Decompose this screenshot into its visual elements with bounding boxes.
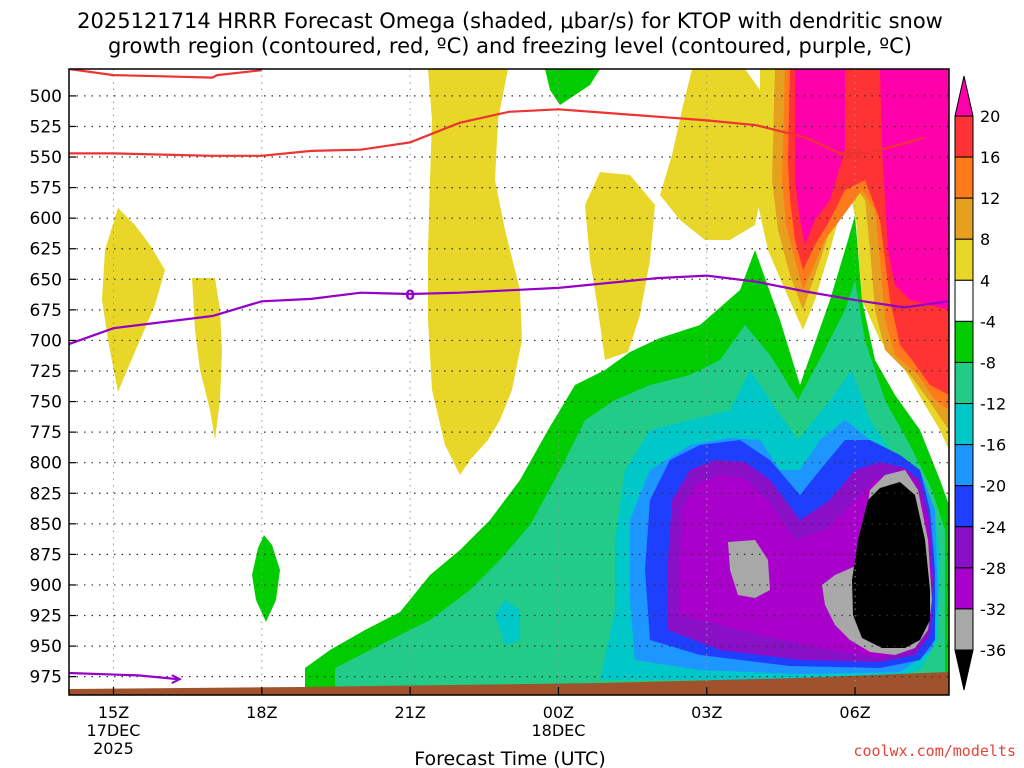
colorbar-bin xyxy=(954,279,974,322)
colorbar-bin xyxy=(954,485,974,528)
dgz-minus12-label: -12 xyxy=(837,146,862,162)
gridlines xyxy=(69,69,949,695)
y-tick-label: 900 xyxy=(30,576,62,596)
y-tick-label: 600 xyxy=(30,209,62,229)
colorbar-label: -4 xyxy=(980,312,996,331)
y-tick-label: 825 xyxy=(30,484,62,504)
x-axis-title: Forecast Time (UTC) xyxy=(414,748,605,768)
y-tick-label: 975 xyxy=(30,668,62,688)
colorbar-bin xyxy=(954,238,974,281)
omega-plus20-region-east xyxy=(880,69,949,310)
freezing-level-contour xyxy=(69,274,949,346)
contours: 0 -12 xyxy=(69,69,949,684)
colorbar-label: -8 xyxy=(980,353,996,372)
colorbar-label: -32 xyxy=(980,600,1006,619)
y-tick-label: 675 xyxy=(30,301,62,321)
freezing-level-label: 0 xyxy=(405,288,415,304)
omega-minus12-blob xyxy=(495,600,520,645)
colorbar-label: 4 xyxy=(980,271,990,290)
colorbar-bin xyxy=(954,403,974,446)
y-tick-label: 625 xyxy=(30,240,62,260)
y-tick-label: 775 xyxy=(30,423,62,443)
colorbar-label: 12 xyxy=(980,189,1000,208)
x-tick-label: 21Z xyxy=(394,703,425,722)
site-credit: coolwx.com/modelts xyxy=(853,742,1016,760)
colorbar-bin xyxy=(954,197,974,240)
x-tick-label: 18Z xyxy=(246,703,277,722)
colorbar-label: 16 xyxy=(980,148,1000,167)
y-tick-label: 575 xyxy=(30,179,62,199)
colorbar-label: -20 xyxy=(980,477,1006,496)
colorbar-label: 8 xyxy=(980,230,990,249)
x-tick-label: 03Z xyxy=(691,703,722,722)
colorbar-bin-top xyxy=(954,75,974,117)
colorbar-bin-bottom xyxy=(954,649,974,691)
y-tick-label: 725 xyxy=(30,362,62,382)
colorbar-label: -16 xyxy=(980,436,1006,455)
x-tick-label: 00Z xyxy=(543,703,574,722)
dgz-contour-top xyxy=(69,69,262,79)
y-tick-label: 925 xyxy=(30,607,62,627)
omega-plus4-blob-2330z xyxy=(585,172,655,360)
colorbar-label: -12 xyxy=(980,395,1006,414)
omega-plus4-blob-02z xyxy=(660,69,762,240)
freezing-level-low-contour xyxy=(69,671,178,681)
colorbar-label: -28 xyxy=(980,559,1006,578)
colorbar-bin xyxy=(954,608,974,651)
y-tick-label: 875 xyxy=(30,545,62,565)
colorbar-bin xyxy=(954,115,974,158)
colorbar-bin xyxy=(954,156,974,199)
dgz-minus12-contour xyxy=(69,108,925,157)
colorbar-bin xyxy=(954,320,974,363)
chart-title-line2: growth region (contoured, red, ºC) and f… xyxy=(108,34,912,58)
colorbar-bin xyxy=(954,361,974,405)
y-tick-label: 850 xyxy=(30,515,62,535)
colorbar: 20 16 12 8 4 -4 -8 -12 -16 -20 -24 -28 -32 -36 xyxy=(954,75,1006,691)
omega-plus4-plume-21z xyxy=(428,69,522,475)
chart-title-line1: 2025121714 HRRR Forecast Omega (shaded, … xyxy=(77,9,943,33)
colorbar-label: -36 xyxy=(980,641,1006,660)
colorbar-label: -24 xyxy=(980,518,1006,537)
y-tick-label: 700 xyxy=(30,331,62,351)
freezing-level-arrowhead xyxy=(171,674,183,684)
x-date-label: 18DEC xyxy=(531,721,585,740)
colorbar-bin xyxy=(954,567,974,610)
colorbar-label: 20 xyxy=(980,107,1000,126)
colorbar-bin xyxy=(954,444,974,487)
y-tick-label: 500 xyxy=(30,87,62,107)
omega-plus4-strip-15z xyxy=(102,208,165,392)
x-date-label: 17DEC xyxy=(87,721,141,740)
y-axis: 500 525 550 575 600 625 650 675 700 725 750 775 800 8… xyxy=(30,87,76,688)
y-tick-label: 750 xyxy=(30,393,62,413)
terrain-ground xyxy=(69,672,949,695)
x-tick-label: 15Z xyxy=(98,703,129,722)
colorbar-bin xyxy=(954,526,974,569)
y-tick-label: 800 xyxy=(30,454,62,474)
plot-area: 0 -12 xyxy=(69,69,949,695)
x-year-label: 2025 xyxy=(93,739,134,758)
x-tick-label: 06Z xyxy=(839,703,870,722)
y-tick-label: 950 xyxy=(30,637,62,657)
y-tick-label: 525 xyxy=(30,117,62,137)
y-tick-label: 550 xyxy=(30,148,62,168)
omega-minus4-blob-18z xyxy=(252,535,280,622)
plot-frame xyxy=(68,68,950,696)
y-tick-label: 650 xyxy=(30,270,62,290)
